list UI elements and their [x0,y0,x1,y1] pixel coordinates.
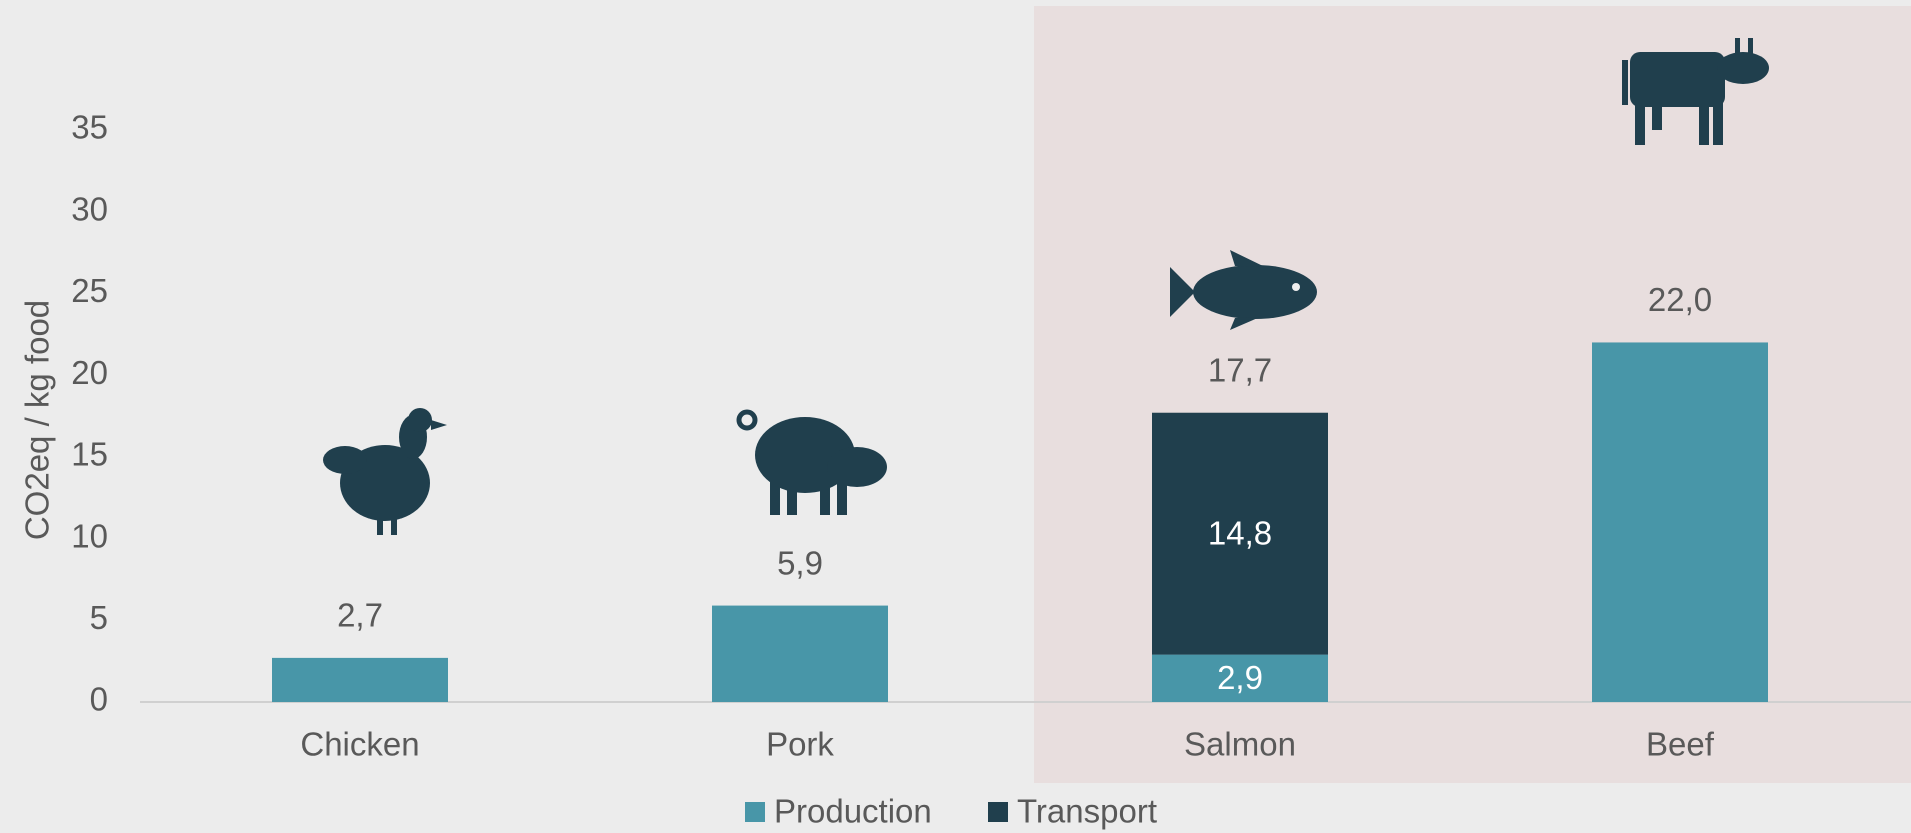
bar [712,605,888,702]
y-tick-label: 10 [71,517,108,554]
value-label: 14,8 [1208,514,1272,551]
bar [1152,412,1328,655]
value-label: 22,0 [1648,281,1712,318]
x-tick-label: Chicken [300,726,419,763]
x-tick-label: Pork [766,726,834,763]
y-tick-label: 15 [71,436,108,473]
total-label: 17,7 [1208,351,1272,388]
value-label: 2,9 [1217,659,1263,696]
y-tick-label: 5 [90,599,108,636]
bar [1592,342,1768,702]
bar [1152,654,1328,702]
y-axis-label: CO2eq / kg food [19,300,56,540]
value-label: 2,7 [337,597,383,634]
y-tick-label: 35 [71,109,108,146]
legend-label: Production [774,793,932,830]
legend-swatch [988,802,1008,822]
y-tick-label: 30 [71,190,108,227]
y-tick-label: 20 [71,354,108,391]
cow-icon [1622,38,1769,145]
chicken-icon [323,408,447,535]
x-tick-label: Salmon [1184,726,1296,763]
value-label: 5,9 [777,544,823,581]
x-tick-label: Beef [1646,726,1715,763]
legend-swatch [745,802,765,822]
pig-icon [736,409,887,515]
y-tick-label: 25 [71,272,108,309]
bar [272,657,448,702]
legend-label: Transport [1017,793,1157,830]
icons [323,38,1769,535]
y-tick-label: 0 [90,681,108,718]
fish-icon [1170,250,1317,330]
